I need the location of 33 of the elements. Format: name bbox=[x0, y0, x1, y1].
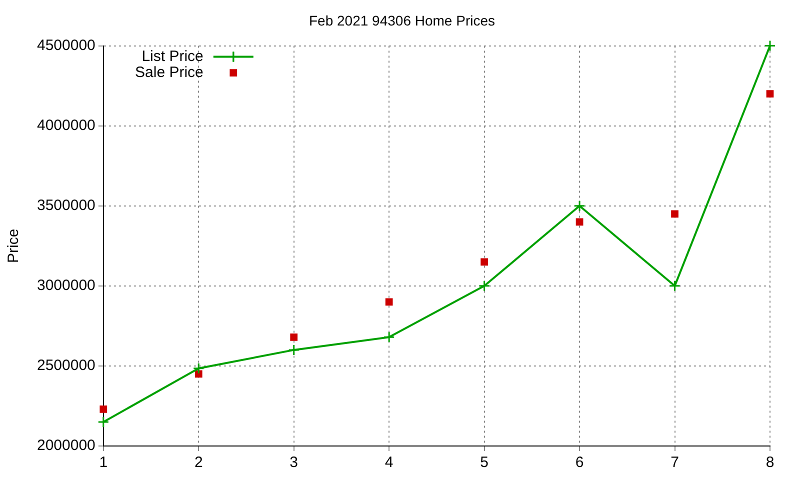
point bbox=[385, 298, 393, 306]
point bbox=[669, 280, 681, 292]
point bbox=[192, 362, 204, 374]
y-tick-label: 4500000 bbox=[36, 36, 96, 54]
y-tick-label: 2000000 bbox=[36, 437, 96, 454]
point bbox=[98, 416, 110, 428]
point bbox=[290, 333, 298, 341]
x-tick-label: 5 bbox=[480, 454, 488, 472]
point bbox=[383, 331, 395, 343]
x-tick-label: 6 bbox=[575, 454, 584, 472]
x-tick-label: 8 bbox=[766, 454, 774, 472]
x-tick-label: 1 bbox=[99, 454, 108, 472]
x-tick-label: 7 bbox=[670, 454, 679, 472]
point bbox=[478, 280, 490, 292]
y-tick-label: 2500000 bbox=[36, 357, 96, 374]
point bbox=[480, 258, 488, 266]
point bbox=[100, 406, 108, 413]
point bbox=[671, 210, 678, 218]
point bbox=[766, 90, 774, 98]
point bbox=[288, 344, 300, 356]
x-tick-label: 3 bbox=[290, 454, 298, 472]
point bbox=[574, 200, 586, 212]
y-axis-title: Price bbox=[5, 228, 22, 263]
x-tick-label: 4 bbox=[384, 454, 394, 472]
legend-label: List Price bbox=[142, 48, 204, 65]
y-tick-label: 3500000 bbox=[36, 197, 96, 214]
point bbox=[764, 40, 776, 52]
y-tick-label: 4000000 bbox=[36, 116, 96, 134]
x-tick-label: 2 bbox=[194, 454, 203, 472]
point bbox=[576, 218, 584, 226]
y-tick-label: 3000000 bbox=[36, 277, 96, 294]
chart-title: Feb 2021 94306 Home Prices bbox=[309, 12, 495, 28]
legend-label: Sale Price bbox=[135, 64, 204, 81]
